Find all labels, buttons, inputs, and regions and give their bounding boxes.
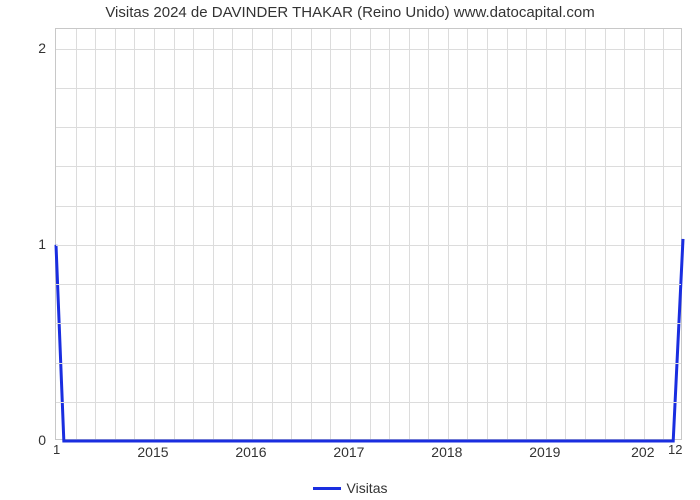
gridline-h <box>56 363 681 364</box>
gridline-v <box>507 29 508 439</box>
xtick-label: 2016 <box>235 444 266 460</box>
chart-title: Visitas 2024 de DAVINDER THAKAR (Reino U… <box>0 4 700 21</box>
plot-area <box>55 28 682 440</box>
gridline-v <box>409 29 410 439</box>
gridline-v <box>448 29 449 439</box>
gridline-v <box>428 29 429 439</box>
gridline-h <box>56 88 681 89</box>
chart-wrap: Visitas 2024 de DAVINDER THAKAR (Reino U… <box>0 0 700 500</box>
gridline-v <box>467 29 468 439</box>
gridline-h <box>56 49 681 50</box>
gridline-v <box>252 29 253 439</box>
legend-label: Visitas <box>347 480 388 496</box>
ytick-label: 1 <box>6 236 46 252</box>
legend-swatch <box>313 487 341 490</box>
xtick-label: 2019 <box>529 444 560 460</box>
gridline-h <box>56 245 681 246</box>
gridline-v <box>193 29 194 439</box>
gridline-v <box>76 29 77 439</box>
gridline-h <box>56 127 681 128</box>
xtick-label: 202 <box>631 444 654 460</box>
gridline-v <box>644 29 645 439</box>
secondary-x-label-right: 12 <box>668 442 682 457</box>
ytick-label: 0 <box>6 432 46 448</box>
gridline-v <box>350 29 351 439</box>
gridline-v <box>232 29 233 439</box>
ytick-label: 2 <box>6 40 46 56</box>
gridline-v <box>526 29 527 439</box>
legend: Visitas <box>0 480 700 496</box>
xtick-label: 2017 <box>333 444 364 460</box>
gridline-h <box>56 284 681 285</box>
gridline-v <box>663 29 664 439</box>
gridline-v <box>624 29 625 439</box>
gridline-v <box>154 29 155 439</box>
gridline-h <box>56 166 681 167</box>
gridline-v <box>95 29 96 439</box>
gridline-h <box>56 323 681 324</box>
gridline-v <box>605 29 606 439</box>
gridline-v <box>487 29 488 439</box>
gridline-h <box>56 206 681 207</box>
gridline-v <box>272 29 273 439</box>
gridline-v <box>546 29 547 439</box>
gridline-v <box>330 29 331 439</box>
gridline-v <box>213 29 214 439</box>
secondary-x-label-left: 1 <box>53 442 60 457</box>
gridline-v <box>585 29 586 439</box>
gridline-v <box>389 29 390 439</box>
xtick-label: 2015 <box>137 444 168 460</box>
gridline-v <box>311 29 312 439</box>
gridline-v <box>134 29 135 439</box>
xtick-label: 2018 <box>431 444 462 460</box>
gridline-v <box>565 29 566 439</box>
gridline-v <box>370 29 371 439</box>
gridline-v <box>291 29 292 439</box>
gridline-h <box>56 402 681 403</box>
gridline-v <box>115 29 116 439</box>
gridline-v <box>174 29 175 439</box>
